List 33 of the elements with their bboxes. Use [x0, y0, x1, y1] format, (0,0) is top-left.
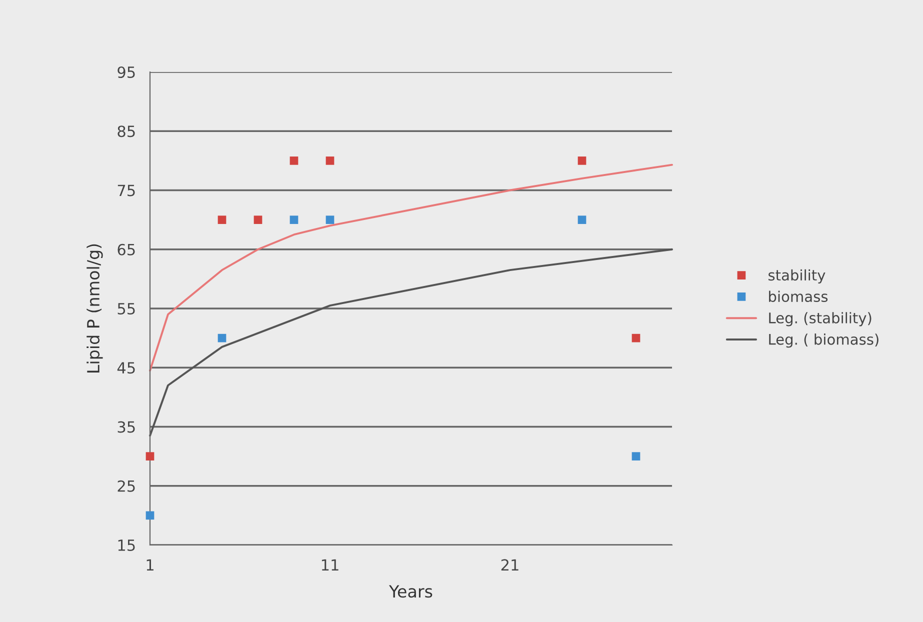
y-tick-label: 65 [118, 244, 135, 256]
y-tick-label: 85 [118, 126, 135, 138]
legend-label: stability [768, 269, 826, 284]
line-series [149, 164, 673, 372]
point [218, 334, 226, 342]
point [218, 216, 226, 224]
x-tick-label: 1 [146, 559, 154, 570]
point [290, 216, 298, 224]
point [146, 511, 154, 520]
legend-label: Leg. (stability) [769, 312, 872, 326]
x-tick-label: 11 [322, 559, 338, 570]
point [578, 216, 586, 224]
y-tick-label: 95 [118, 66, 135, 78]
point [326, 156, 334, 165]
y-tick-label: 55 [118, 303, 135, 315]
y-axis-title: Lipid P (nmol/g) [86, 244, 103, 372]
x-tick-label: 21 [501, 559, 518, 570]
line-series [149, 248, 673, 437]
point [146, 452, 154, 460]
point [632, 452, 640, 460]
point [254, 216, 262, 224]
y-tick-label: 15 [118, 540, 135, 552]
point [632, 334, 640, 342]
point [578, 156, 586, 165]
y-tick-label: 45 [117, 362, 135, 374]
legend-label: biomass [769, 290, 828, 302]
point [290, 156, 298, 165]
y-tick-label: 25 [118, 480, 135, 492]
y-tick-label: 35 [118, 421, 135, 433]
x-axis-title: Years [388, 585, 432, 598]
legend-label: Leg. ( biomass) [769, 334, 878, 348]
point [326, 216, 334, 224]
y-tick-label: 75 [118, 184, 135, 196]
